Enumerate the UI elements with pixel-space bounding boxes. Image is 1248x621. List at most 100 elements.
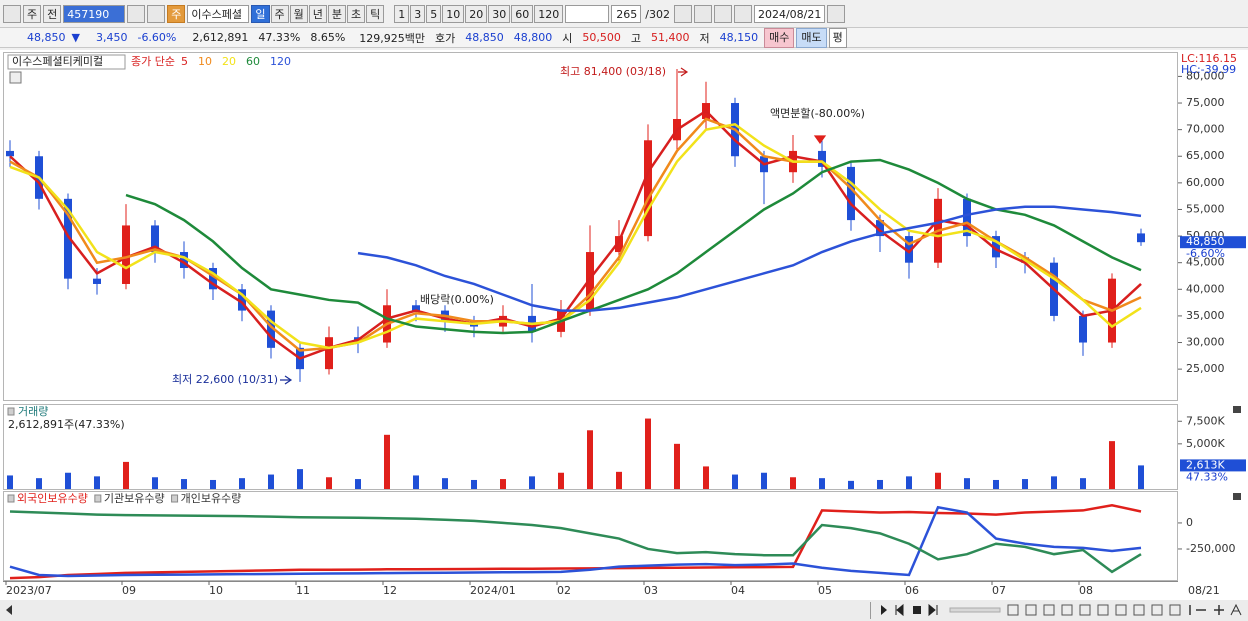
holding-line [9,503,1142,580]
volume-panel [3,404,1178,490]
stop-button[interactable] [913,606,921,614]
interval-button[interactable]: 1 [394,5,410,23]
stock-name: 이수스페셜 [187,5,250,23]
y-tick-label: 70,000 [1186,123,1225,136]
y-tick-label: 60,000 [1186,176,1225,189]
tool-icon[interactable] [1079,604,1091,616]
legend-prefix: 종가 단순 [131,55,175,68]
tool-icon[interactable] [1169,604,1181,616]
volume-bar [761,472,767,489]
interval-button[interactable]: 5 [426,5,442,23]
period-button[interactable]: 분 [327,5,346,23]
code-input[interactable]: 457190 [63,5,126,23]
volume-bar [210,479,216,489]
market-select[interactable]: 주 [23,5,42,23]
volume-bar [819,478,825,489]
mode-select[interactable]: 전 [43,5,62,23]
volume-bar [36,478,42,489]
candle-body [1079,315,1087,343]
menu-icon[interactable] [3,5,21,23]
interval-button[interactable]: 10 [442,5,465,23]
legend-item: 기관보유수량 [104,492,165,505]
interval-button[interactable]: 60 [511,5,534,23]
candle-body [818,150,826,167]
interval-button[interactable]: 20 [465,5,488,23]
tool-icon[interactable] [1025,604,1037,616]
tool-icon[interactable] [693,5,712,23]
tool-icon[interactable] [1151,604,1163,616]
date-input[interactable]: 2024/08/21 [753,5,826,23]
scroll-left[interactable] [6,605,12,615]
volume-bar [935,472,941,489]
volume-bar [500,479,506,489]
volume-bar [1138,465,1144,489]
font-icon[interactable] [1230,603,1242,616]
divider [870,602,871,619]
panel-close[interactable] [1233,406,1241,413]
period-button[interactable]: 주 [270,5,289,23]
candle-body [963,198,971,237]
tool-icon[interactable] [1115,604,1127,616]
price: 48,850 [27,31,66,44]
search-icon[interactable] [127,5,146,23]
settings-icon[interactable] [733,5,752,23]
panel-close[interactable] [1233,493,1241,500]
period-button[interactable]: 월 [289,5,308,23]
candle-body [151,225,159,253]
volume-bar [732,474,738,489]
chart-background [0,50,1248,600]
y-tick-label: 40,000 [1186,282,1225,295]
period-button[interactable]: 틱 [366,5,385,23]
eval-button[interactable]: 평 [828,27,847,48]
period-button[interactable]: 일 [251,5,270,23]
x-tick-label: 10 [209,584,223,597]
title-box [7,54,126,70]
buy-button[interactable]: 매수 [764,27,795,48]
tool-icon[interactable] [1133,604,1145,616]
period-button[interactable]: 년 [308,5,327,23]
x-tick-label: 09 [122,584,136,597]
tool-icon[interactable] [1061,604,1073,616]
zoom-track[interactable] [949,607,1001,613]
y-tick-label: 55,000 [1186,202,1225,215]
panel-subtitle: 2,612,891주(47.33%) [8,418,125,431]
tool-icon[interactable] [1007,604,1019,616]
x-tick-label: 05 [818,584,832,597]
volume-bar [65,472,71,489]
last-button[interactable] [928,603,938,617]
first-button[interactable] [895,603,904,617]
volume-bar [152,477,158,489]
y-tick-label: 5,000K [1186,437,1225,450]
candle-body [93,278,101,284]
y-tick-label: 45,000 [1186,256,1225,269]
interval-select[interactable] [565,5,610,23]
ask-label: 호가 [435,31,456,45]
volume-bar [645,418,651,489]
interval-button[interactable]: 3 [410,5,426,23]
volume-bar [1109,441,1115,489]
ratio-label: 47.33% [1186,470,1228,483]
tool-icon[interactable] [1043,604,1055,616]
volume-bar [616,471,622,489]
view-count[interactable]: 265 [611,5,642,23]
zoom-icons[interactable] [1189,605,1224,615]
interval-button[interactable]: 120 [534,5,564,23]
calendar-icon[interactable] [827,5,846,23]
sell-button[interactable]: 매도 [796,27,827,48]
sound-icon[interactable] [147,5,166,23]
tool-icon[interactable] [1097,604,1109,616]
y-tick-label: 35,000 [1186,309,1225,322]
holding-line [9,510,1142,574]
amount: 129,925백만 [359,31,426,45]
interval-button[interactable]: 30 [488,5,511,23]
legend-marker [171,494,179,503]
volume-bar [587,430,593,489]
volume-bar [297,469,303,489]
save-icon[interactable] [713,5,732,23]
annotation: 최저 22,600 (10/31) [172,373,278,386]
play-button[interactable] [881,605,887,615]
period-button[interactable]: 초 [347,5,366,23]
tool-icon[interactable] [673,5,692,23]
x-tick-label: 06 [905,584,919,597]
y-tick-label: 80,000 [1186,69,1225,82]
